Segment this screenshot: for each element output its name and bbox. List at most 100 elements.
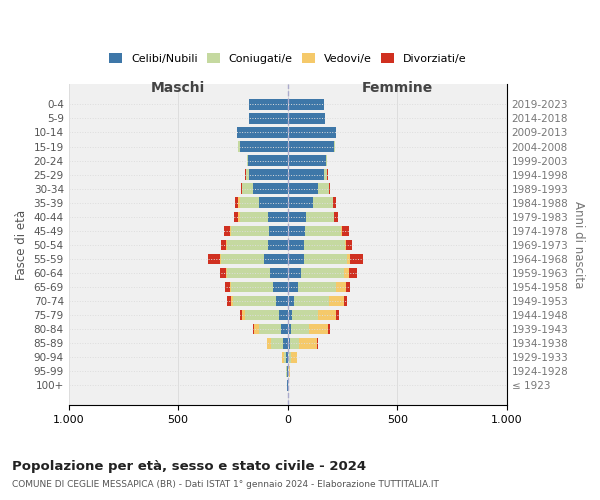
Bar (245, 310, 279, 320)
Bar (346, 282, 350, 292)
Bar (250, 113, 287, 124)
Bar (287, 268, 301, 278)
Bar (317, 338, 318, 348)
Bar (282, 352, 284, 362)
Bar (227, 268, 270, 278)
Bar (304, 254, 347, 264)
Bar (319, 310, 336, 320)
Bar (254, 324, 259, 334)
Bar (224, 226, 230, 236)
Bar (238, 212, 239, 222)
Bar (268, 240, 287, 250)
Bar (220, 268, 226, 278)
Bar (287, 282, 298, 292)
Bar (242, 310, 245, 320)
Bar (242, 184, 253, 194)
Bar (253, 324, 254, 334)
Bar (334, 212, 338, 222)
Text: Femmine: Femmine (362, 80, 433, 94)
Bar (259, 324, 281, 334)
Bar (287, 226, 305, 236)
Y-axis label: Fasce di età: Fasce di età (15, 210, 28, 280)
Bar (275, 296, 287, 306)
Bar (227, 240, 268, 250)
Y-axis label: Anni di nascita: Anni di nascita (572, 201, 585, 288)
Bar (231, 282, 274, 292)
Bar (241, 184, 242, 194)
Bar (326, 156, 327, 166)
Bar (287, 310, 292, 320)
Bar (287, 170, 324, 180)
Bar (271, 338, 283, 348)
Bar (287, 141, 334, 152)
Bar (220, 254, 221, 264)
Bar (284, 352, 286, 362)
Bar (269, 226, 287, 236)
Bar (248, 156, 287, 166)
Bar (208, 254, 220, 264)
Bar (287, 212, 307, 222)
Bar (304, 240, 344, 250)
Bar (336, 282, 346, 292)
Bar (332, 198, 336, 208)
Bar (344, 240, 346, 250)
Bar (226, 268, 227, 278)
Bar (287, 240, 304, 250)
Bar (287, 99, 324, 110)
Bar (289, 352, 290, 362)
Bar (350, 254, 363, 264)
Bar (287, 184, 319, 194)
Bar (307, 212, 334, 222)
Bar (226, 240, 227, 250)
Bar (343, 226, 349, 236)
Bar (281, 324, 287, 334)
Bar (291, 324, 308, 334)
Bar (287, 254, 304, 264)
Bar (292, 310, 319, 320)
Bar (221, 254, 263, 264)
Bar (336, 310, 339, 320)
Legend: Celibi/Nubili, Coniugati/e, Vedovi/e, Divorziati/e: Celibi/Nubili, Coniugati/e, Vedovi/e, Di… (104, 48, 471, 68)
Bar (283, 338, 287, 348)
Bar (289, 366, 290, 376)
Bar (250, 99, 287, 110)
Bar (233, 296, 275, 306)
Bar (347, 254, 350, 264)
Bar (270, 268, 287, 278)
Bar (239, 212, 268, 222)
Bar (287, 296, 294, 306)
Bar (344, 296, 347, 306)
Bar (299, 338, 317, 348)
Bar (246, 170, 250, 180)
Bar (329, 296, 344, 306)
Text: Maschi: Maschi (151, 80, 205, 94)
Bar (238, 198, 239, 208)
Text: Popolazione per età, sesso e stato civile - 2024: Popolazione per età, sesso e stato civil… (12, 460, 366, 473)
Bar (287, 156, 326, 166)
Bar (287, 366, 289, 376)
Bar (346, 240, 352, 250)
Bar (290, 338, 299, 348)
Bar (286, 352, 287, 362)
Bar (250, 170, 287, 180)
Bar (349, 268, 356, 278)
Bar (290, 352, 297, 362)
Bar (308, 324, 328, 334)
Bar (235, 198, 238, 208)
Bar (298, 282, 336, 292)
Bar (287, 127, 336, 138)
Bar (301, 268, 344, 278)
Bar (287, 113, 325, 124)
Bar (247, 156, 248, 166)
Bar (305, 226, 341, 236)
Bar (238, 141, 239, 152)
Bar (287, 324, 291, 334)
Bar (225, 282, 230, 292)
Bar (313, 198, 332, 208)
Bar (245, 170, 246, 180)
Bar (279, 310, 287, 320)
Bar (239, 310, 242, 320)
Bar (329, 184, 331, 194)
Bar (230, 282, 231, 292)
Bar (274, 282, 287, 292)
